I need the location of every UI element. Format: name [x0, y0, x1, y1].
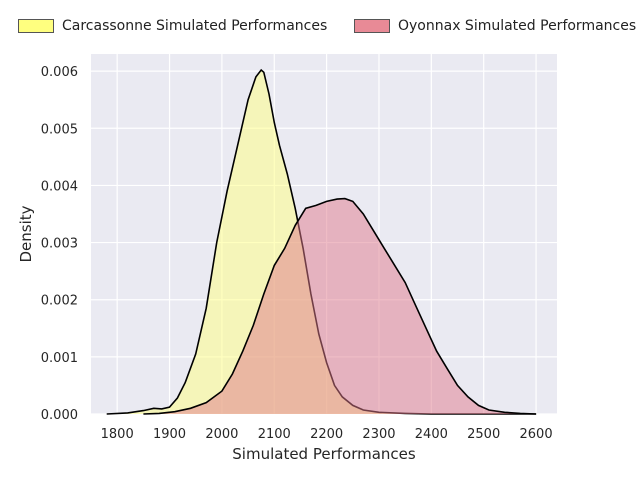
x-tick-label: 1900: [153, 427, 186, 442]
x-axis-label: Simulated Performances: [232, 445, 416, 463]
legend-label-carcassonne: Carcassonne Simulated Performances: [62, 18, 328, 34]
y-tick-label: 0.000: [41, 408, 78, 423]
density-areas: [106, 68, 537, 415]
y-axis-label: Density: [17, 205, 35, 262]
x-tick-label: 2200: [310, 427, 343, 442]
x-axis-ticks: 1800 1900 2000 2100 2200 2300 2400 2500 2600: [101, 427, 553, 442]
legend-swatch-oyonnax: [354, 19, 390, 33]
y-tick-label: 0.003: [41, 237, 78, 252]
x-tick-label: 2400: [415, 427, 448, 442]
y-axis-ticks: 0.000 0.001 0.002 0.003 0.004 0.005 0.006: [41, 65, 78, 423]
density-area-oyonnax: [143, 198, 537, 414]
y-tick-label: 0.005: [41, 122, 78, 137]
y-tick-label: 0.006: [41, 65, 78, 80]
x-tick-label: 2600: [520, 427, 553, 442]
legend-swatch-carcassonne: [18, 19, 54, 33]
y-tick-label: 0.004: [41, 179, 78, 194]
y-tick-label: 0.001: [41, 351, 78, 366]
legend-item-carcassonne: Carcassonne Simulated Performances: [18, 18, 327, 34]
x-tick-label: 2500: [467, 427, 500, 442]
density-area-carcassonne: [106, 70, 537, 414]
x-tick-label: 2100: [258, 427, 291, 442]
x-tick-label: 2000: [205, 427, 238, 442]
density-line-oyonnax: [143, 197, 537, 415]
y-tick-label: 0.002: [41, 294, 78, 309]
legend-label-oyonnax: Oyonnax Simulated Performances: [398, 18, 637, 34]
x-tick-label: 2300: [362, 427, 395, 442]
legend-item-oyonnax: Oyonnax Simulated Performances: [354, 18, 636, 34]
legend: Carcassonne Simulated Performances Oyonn…: [0, 18, 640, 42]
x-tick-label: 1800: [101, 427, 134, 442]
